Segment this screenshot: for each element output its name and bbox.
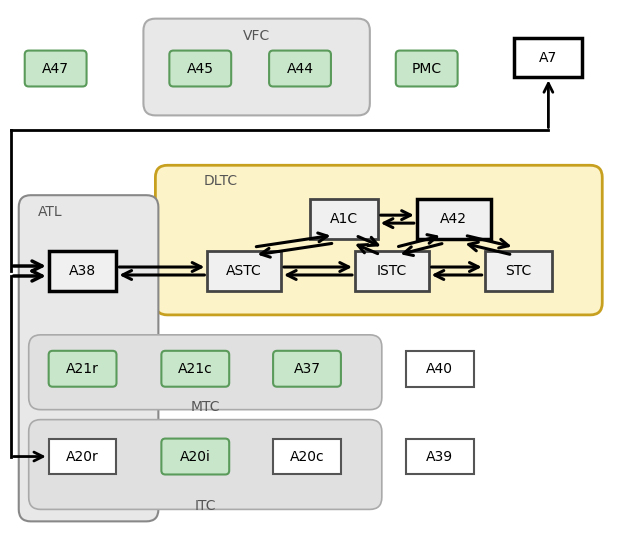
Text: A39: A39 (426, 449, 453, 464)
Text: ISTC: ISTC (376, 264, 407, 278)
Text: A47: A47 (42, 62, 69, 75)
FancyBboxPatch shape (273, 351, 341, 387)
Text: VFC: VFC (242, 28, 270, 43)
Text: A21r: A21r (66, 362, 99, 376)
Text: A20c: A20c (290, 449, 324, 464)
Bar (49, 251, 116, 291)
FancyBboxPatch shape (155, 165, 603, 315)
Text: A20i: A20i (180, 449, 211, 464)
Bar (406, 438, 473, 474)
FancyBboxPatch shape (19, 195, 158, 521)
Text: A37: A37 (294, 362, 321, 376)
Text: ASTC: ASTC (226, 264, 262, 278)
FancyBboxPatch shape (143, 19, 370, 115)
Bar (485, 251, 552, 291)
FancyBboxPatch shape (396, 51, 457, 86)
Text: A38: A38 (69, 264, 96, 278)
FancyBboxPatch shape (25, 51, 87, 86)
Bar (514, 38, 582, 78)
Text: PMC: PMC (412, 62, 442, 75)
FancyBboxPatch shape (169, 51, 231, 86)
FancyBboxPatch shape (161, 438, 229, 474)
Text: A45: A45 (187, 62, 214, 75)
Bar (355, 251, 429, 291)
FancyBboxPatch shape (49, 351, 116, 387)
Text: MTC: MTC (190, 400, 220, 414)
Text: A1C: A1C (330, 212, 358, 226)
Bar (406, 351, 473, 387)
Text: A21c: A21c (178, 362, 213, 376)
Text: A40: A40 (426, 362, 453, 376)
Text: STC: STC (506, 264, 531, 278)
FancyBboxPatch shape (28, 335, 382, 410)
Bar (207, 251, 281, 291)
Text: ATL: ATL (38, 205, 63, 219)
Text: A42: A42 (440, 212, 467, 226)
Text: ITC: ITC (195, 500, 216, 513)
Text: DLTC: DLTC (203, 174, 237, 188)
FancyBboxPatch shape (269, 51, 331, 86)
FancyBboxPatch shape (161, 351, 229, 387)
Text: A7: A7 (540, 51, 557, 64)
Bar (49, 438, 116, 474)
FancyBboxPatch shape (28, 420, 382, 509)
Text: A44: A44 (287, 62, 313, 75)
Bar (273, 438, 341, 474)
Bar (417, 199, 491, 239)
Bar (310, 199, 378, 239)
Text: A20r: A20r (66, 449, 99, 464)
